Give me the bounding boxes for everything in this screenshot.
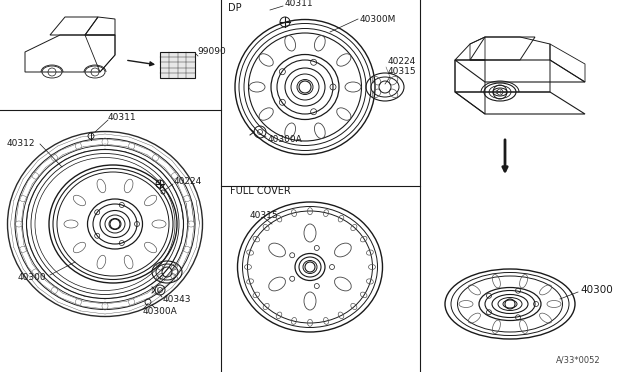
Text: 40300M: 40300M	[360, 15, 396, 23]
Text: 40300: 40300	[580, 285, 612, 295]
Text: 40343: 40343	[163, 295, 191, 305]
Text: FULL COVER: FULL COVER	[230, 186, 291, 196]
Text: 40312: 40312	[7, 140, 35, 148]
Text: 99090: 99090	[197, 48, 226, 57]
Text: 40300A: 40300A	[143, 308, 178, 317]
Text: A/33*0052: A/33*0052	[556, 356, 600, 365]
Text: 40300A: 40300A	[268, 135, 303, 144]
Text: 40311: 40311	[285, 0, 314, 9]
Text: 40300: 40300	[18, 273, 47, 282]
Text: 40224: 40224	[174, 177, 202, 186]
FancyBboxPatch shape	[160, 52, 195, 78]
Text: 40311: 40311	[108, 112, 136, 122]
Text: 40315: 40315	[388, 67, 417, 77]
Text: 40224: 40224	[388, 58, 416, 67]
Text: DP: DP	[228, 3, 242, 13]
Text: 40315: 40315	[250, 211, 278, 219]
